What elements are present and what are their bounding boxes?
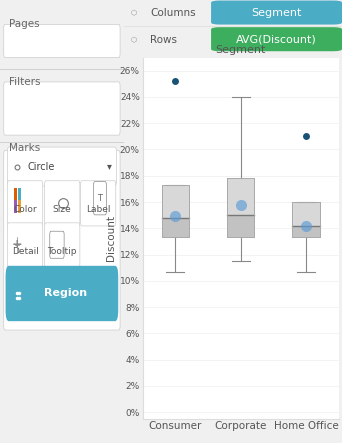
Text: Pages: Pages bbox=[9, 19, 39, 29]
FancyBboxPatch shape bbox=[4, 82, 120, 135]
Bar bbox=[161, 185, 189, 237]
Text: Columns: Columns bbox=[150, 8, 196, 18]
Text: ▾: ▾ bbox=[106, 162, 111, 171]
Text: Size: Size bbox=[53, 205, 71, 214]
Text: Circle: Circle bbox=[27, 162, 55, 171]
Text: ⬡: ⬡ bbox=[130, 37, 136, 43]
FancyBboxPatch shape bbox=[211, 27, 342, 51]
Text: ⬡: ⬡ bbox=[130, 10, 136, 16]
Bar bbox=[227, 179, 254, 237]
Text: Marks: Marks bbox=[9, 144, 40, 153]
FancyBboxPatch shape bbox=[4, 24, 120, 58]
Bar bbox=[292, 202, 320, 237]
Text: Tooltip: Tooltip bbox=[48, 247, 77, 256]
Title: Segment: Segment bbox=[215, 46, 266, 55]
Bar bbox=[227, 215, 254, 237]
Text: Rows: Rows bbox=[150, 35, 177, 45]
Bar bbox=[292, 225, 320, 237]
Bar bbox=[18, 188, 22, 201]
Text: Detail: Detail bbox=[12, 247, 39, 256]
Text: Label: Label bbox=[86, 205, 110, 214]
Bar bbox=[18, 200, 22, 213]
FancyBboxPatch shape bbox=[4, 151, 120, 330]
Text: Region: Region bbox=[44, 288, 87, 298]
FancyBboxPatch shape bbox=[8, 223, 43, 268]
FancyBboxPatch shape bbox=[44, 181, 80, 226]
Y-axis label: Discount: Discount bbox=[106, 215, 116, 261]
FancyBboxPatch shape bbox=[8, 181, 43, 226]
Bar bbox=[14, 188, 17, 201]
FancyBboxPatch shape bbox=[44, 223, 80, 268]
FancyBboxPatch shape bbox=[211, 0, 342, 24]
Bar bbox=[161, 185, 189, 237]
Bar bbox=[161, 218, 189, 237]
Bar bbox=[227, 179, 254, 237]
Text: Segment: Segment bbox=[251, 8, 302, 18]
Text: +: + bbox=[11, 238, 22, 251]
FancyBboxPatch shape bbox=[8, 147, 116, 186]
FancyBboxPatch shape bbox=[5, 266, 118, 321]
Bar bbox=[14, 200, 17, 213]
FancyBboxPatch shape bbox=[50, 231, 64, 258]
Bar bbox=[292, 202, 320, 237]
Text: T: T bbox=[97, 194, 103, 202]
Text: Color: Color bbox=[13, 205, 37, 214]
FancyBboxPatch shape bbox=[80, 181, 116, 226]
Text: Filters: Filters bbox=[9, 77, 40, 87]
FancyBboxPatch shape bbox=[93, 182, 106, 215]
Text: AVG(Discount): AVG(Discount) bbox=[236, 35, 317, 45]
